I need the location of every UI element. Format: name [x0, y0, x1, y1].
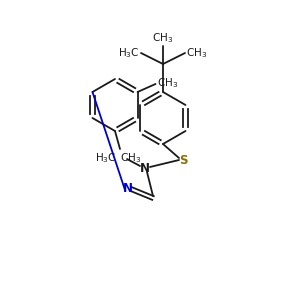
Text: H$_3$C: H$_3$C: [118, 46, 140, 60]
Text: N: N: [140, 161, 150, 175]
Text: CH$_3$: CH$_3$: [120, 151, 141, 165]
Text: N: N: [123, 182, 133, 194]
Text: CH$_3$: CH$_3$: [152, 31, 174, 45]
Text: CH$_3$: CH$_3$: [157, 76, 178, 90]
Text: H$_3$C: H$_3$C: [95, 151, 117, 165]
Text: CH$_3$: CH$_3$: [186, 46, 207, 60]
Text: S: S: [179, 154, 187, 166]
